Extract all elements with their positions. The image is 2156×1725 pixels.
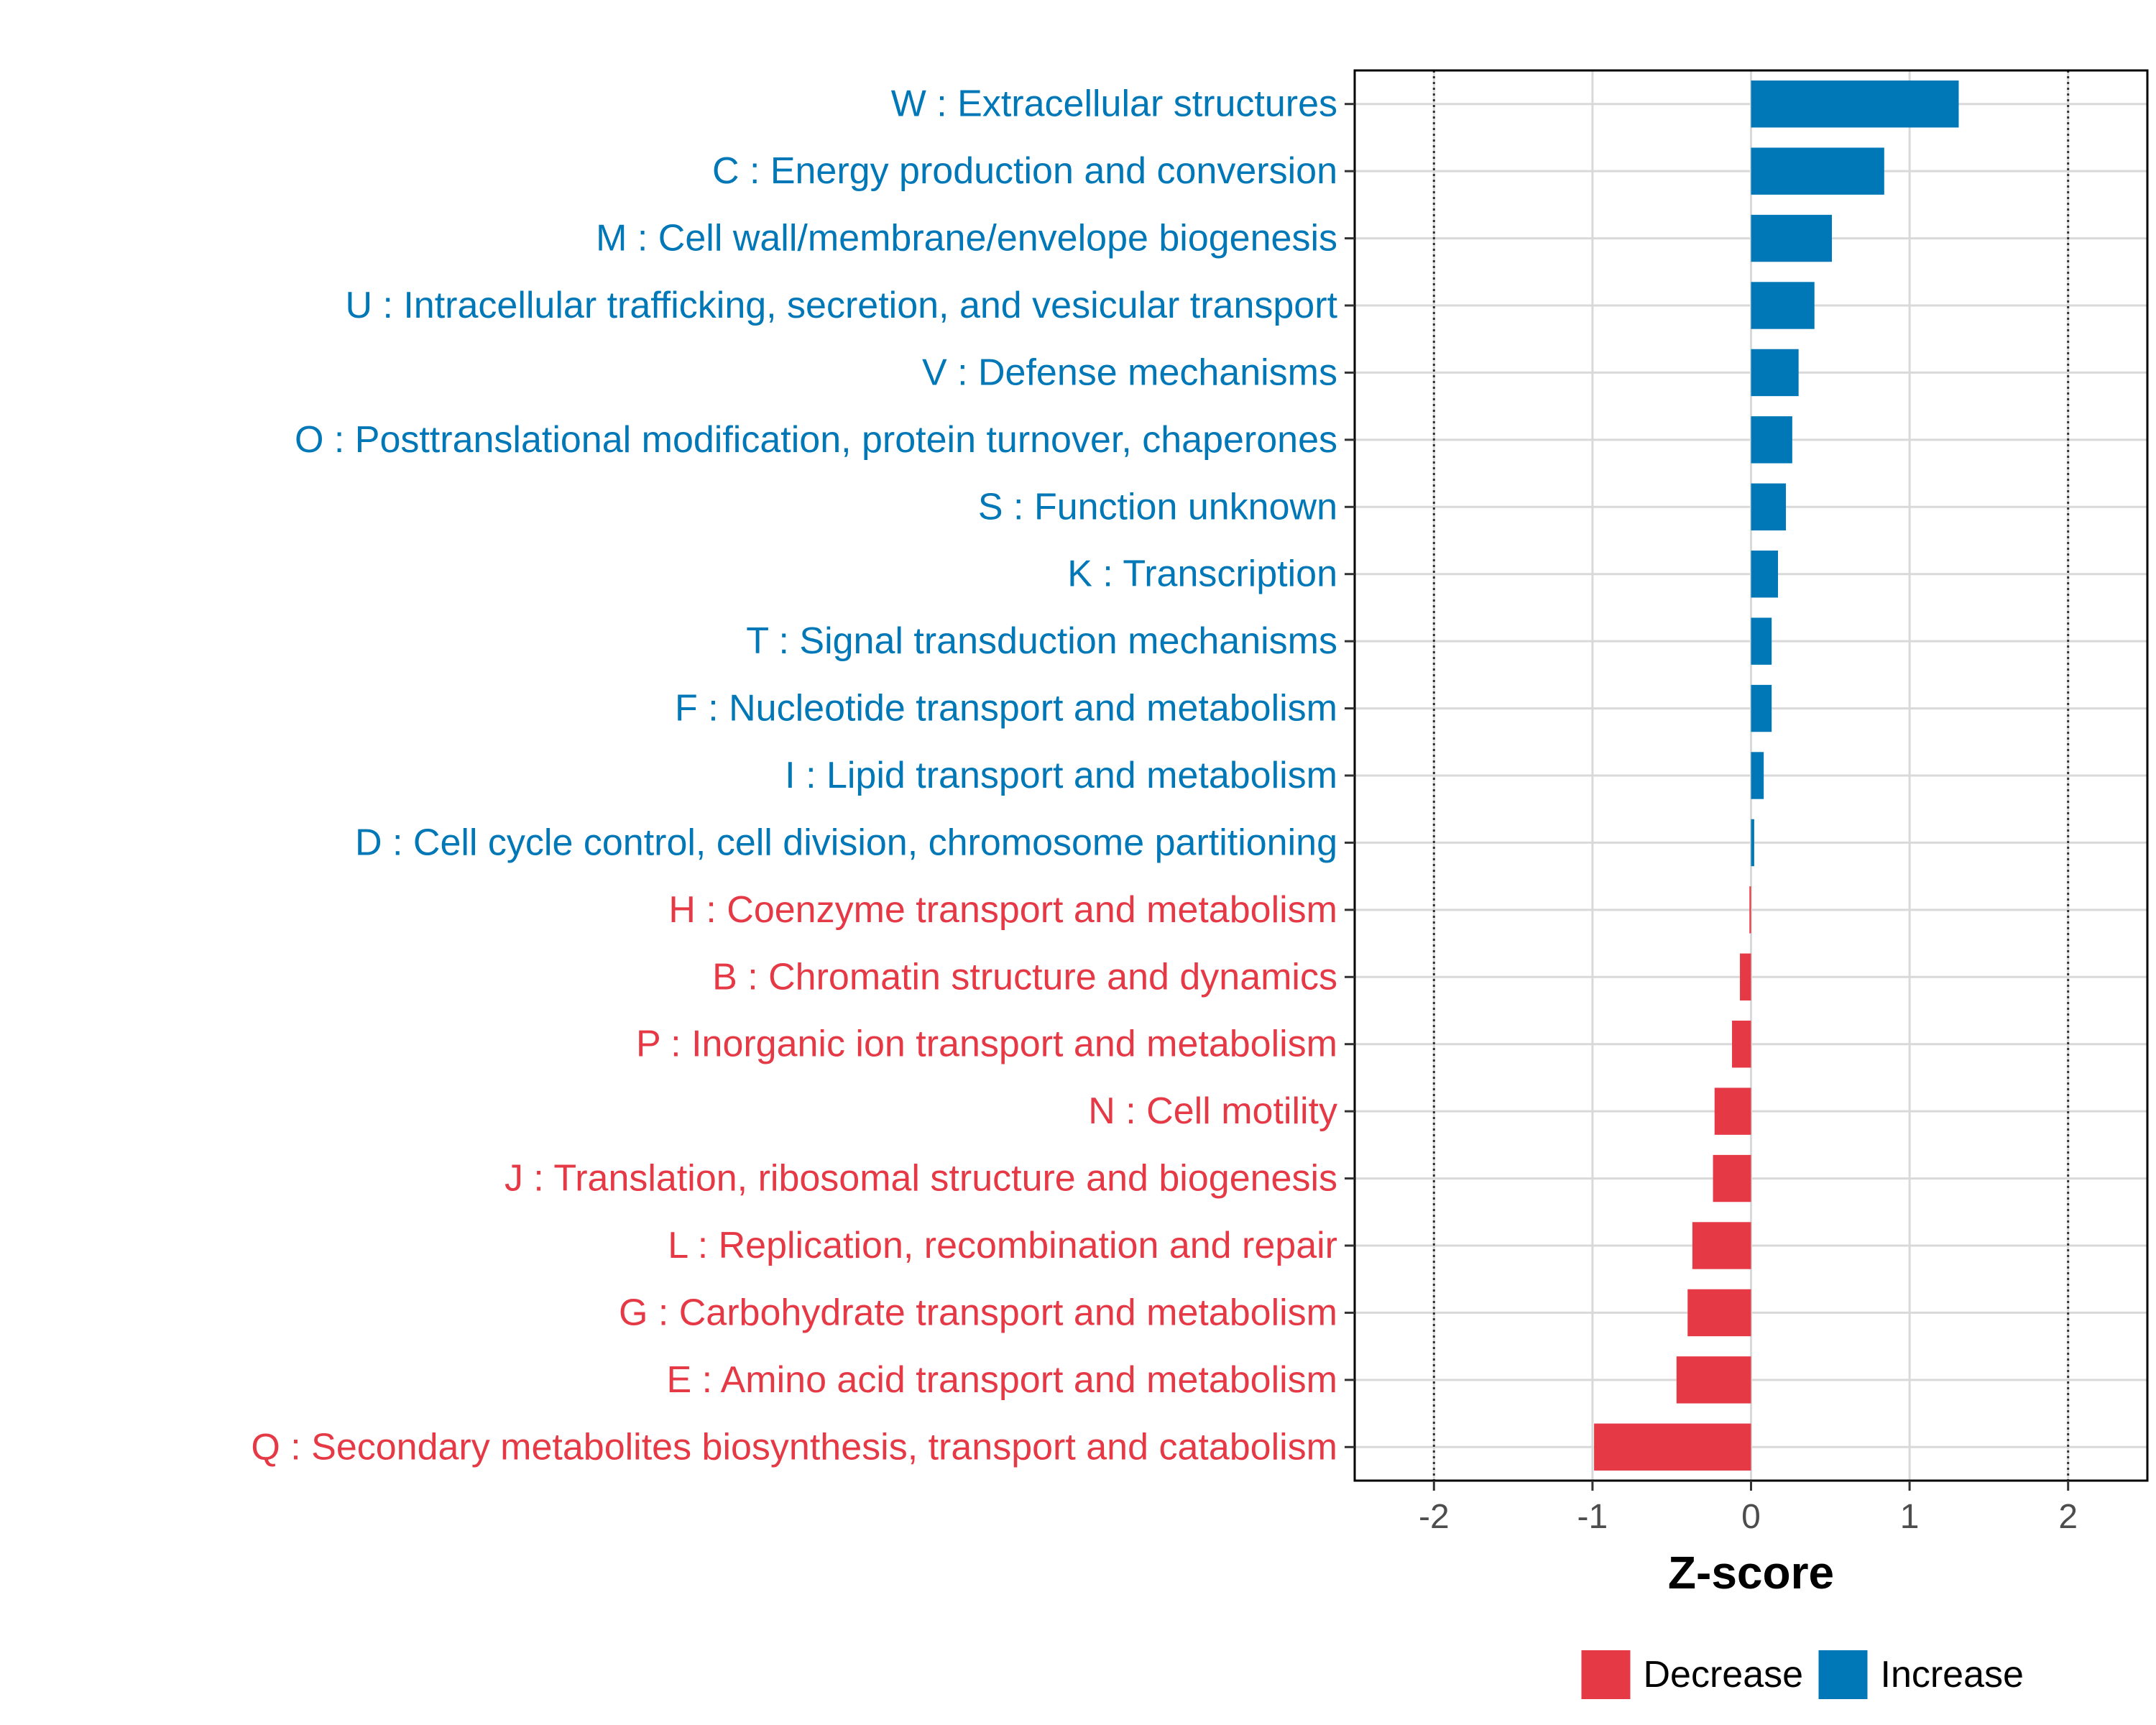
bar [1687,1289,1751,1337]
bar [1749,886,1751,934]
y-axis-labels: W : Extracellular structures C : Energy p… [251,83,1337,1468]
legend-swatch [1818,1650,1868,1699]
bar [1751,752,1764,799]
bar [1751,551,1779,598]
y-axis-ticks [1345,103,1355,1448]
legend: Decrease Increase [1581,1650,2024,1699]
bar [1751,684,1772,732]
x-tick-label: 1 [1900,1498,1920,1536]
category-label: T : Signal transduction mechanisms [746,620,1337,662]
category-label: W : Extracellular structures [891,83,1337,125]
bar [1751,147,1884,195]
category-label: S : Function unknown [978,486,1337,528]
x-tick-label: 0 [1741,1498,1761,1536]
x-axis-ticks: -2 -1 0 1 2 [1419,1481,2078,1536]
bar [1751,282,1815,329]
category-label: F : Nucleotide transport and metabolism [675,688,1337,730]
x-axis-title: Z-score [1668,1547,1834,1598]
category-label: B : Chromatin structure and dynamics [712,956,1337,998]
bar [1594,1423,1751,1471]
category-label: H : Coenzyme transport and metabolism [668,889,1337,931]
category-label: N : Cell motility [1088,1090,1337,1132]
x-tick-label: -2 [1419,1498,1450,1536]
bar [1713,1154,1751,1202]
category-label: K : Transcription [1067,553,1337,595]
bar [1751,349,1799,397]
x-tick-label: 2 [2058,1498,2078,1536]
category-label: U : Intracellular trafficking, secretion… [345,285,1337,326]
bar [1751,819,1754,867]
x-tick-label: -1 [1577,1498,1608,1536]
bars [1594,80,1959,1471]
bar [1740,953,1751,1000]
category-label: E : Amino acid transport and metabolism [666,1359,1337,1401]
bar [1714,1087,1751,1135]
category-label: V : Defense mechanisms [922,351,1337,393]
bar [1751,214,1833,262]
category-label: I : Lipid transport and metabolism [785,755,1337,796]
bar [1751,416,1792,464]
category-label: M : Cell wall/membrane/envelope biogenes… [596,218,1337,259]
category-label: G : Carbohydrate transport and metabolis… [619,1292,1337,1333]
legend-label: Increase [1881,1654,2024,1696]
bar [1732,1021,1751,1068]
category-label: C : Energy production and conversion [712,150,1337,192]
category-label: O : Posttranslational modification, prot… [295,419,1337,461]
bar [1751,617,1772,665]
bar [1751,483,1787,530]
category-label: Q : Secondary metabolites biosynthesis, … [251,1426,1337,1468]
category-label: P : Inorganic ion transport and metaboli… [636,1024,1337,1065]
bar [1676,1356,1751,1404]
category-label: D : Cell cycle control, cell division, c… [355,822,1337,863]
bar [1692,1222,1751,1269]
legend-label: Decrease [1644,1654,1804,1696]
bar [1751,80,1959,128]
category-label: J : Translation, ribosomal structure and… [505,1158,1337,1200]
legend-swatch [1581,1650,1631,1699]
category-label: L : Replication, recombination and repai… [668,1225,1337,1266]
